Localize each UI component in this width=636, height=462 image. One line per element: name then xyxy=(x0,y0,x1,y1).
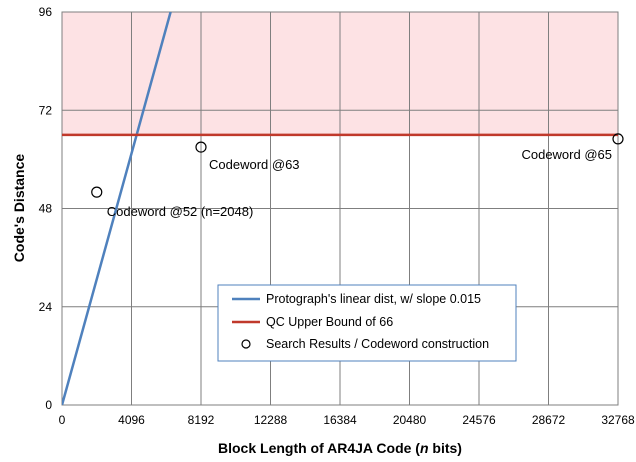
legend-swatch-search-results xyxy=(241,339,251,349)
x-tick-label: 20480 xyxy=(393,413,427,427)
annotations: Codeword @52 (n=2048) Codeword @63 Codewor… xyxy=(107,147,612,219)
legend-item-search-results: Search Results / Codeword construction xyxy=(241,337,489,351)
legend-label-search-results: Search Results / Codeword construction xyxy=(266,337,489,351)
legend: Protograph's linear dist, w/ slope 0.015… xyxy=(217,284,517,362)
codeword-annotation: Codeword @52 (n=2048) xyxy=(107,204,254,219)
y-tick-label: 96 xyxy=(39,5,53,19)
legend-item-linear-dist: Protograph's linear dist, w/ slope 0.015 xyxy=(232,292,481,306)
codeword-annotation: Codeword @65 xyxy=(521,147,612,162)
x-axis-title-part-2: n xyxy=(420,440,429,456)
y-tick-label: 72 xyxy=(39,103,53,117)
x-tick-label: 24576 xyxy=(462,413,496,427)
codeword-annotation: Codeword @63 xyxy=(209,157,300,172)
tick-labels: 0 4096 8192 12288 16384 20480 24576 28672 32768 0… xyxy=(39,5,635,427)
legend-box xyxy=(217,284,517,362)
x-tick-label: 8192 xyxy=(188,413,215,427)
x-tick-label: 12288 xyxy=(254,413,288,427)
y-tick-label: 0 xyxy=(45,398,52,412)
search-result-point xyxy=(91,186,103,198)
legend-label-qc-bound: QC Upper Bound of 66 xyxy=(266,315,393,329)
x-axis-title-part-1: Block Length of AR4JA Code ( xyxy=(218,440,420,456)
x-tick-label: 0 xyxy=(59,413,66,427)
legend-item-qc-bound: QC Upper Bound of 66 xyxy=(232,315,393,329)
x-axis-title: Block Length of AR4JA Code (n bits) xyxy=(218,440,462,456)
series xyxy=(62,12,624,405)
search-result-point xyxy=(612,133,624,145)
x-tick-label: 4096 xyxy=(118,413,145,427)
x-tick-label: 16384 xyxy=(323,413,357,427)
legend-label-linear-dist: Protograph's linear dist, w/ slope 0.015 xyxy=(266,292,481,306)
x-tick-label: 28672 xyxy=(532,413,566,427)
y-tick-label: 24 xyxy=(39,300,53,314)
y-axis-title: Code's Distance xyxy=(11,154,27,263)
linear-dist-line xyxy=(62,12,172,405)
search-result-point xyxy=(195,141,207,153)
y-tick-label: 48 xyxy=(39,202,53,216)
x-tick-label: 32768 xyxy=(601,413,635,427)
x-axis-title-part-3: bits) xyxy=(429,440,462,456)
